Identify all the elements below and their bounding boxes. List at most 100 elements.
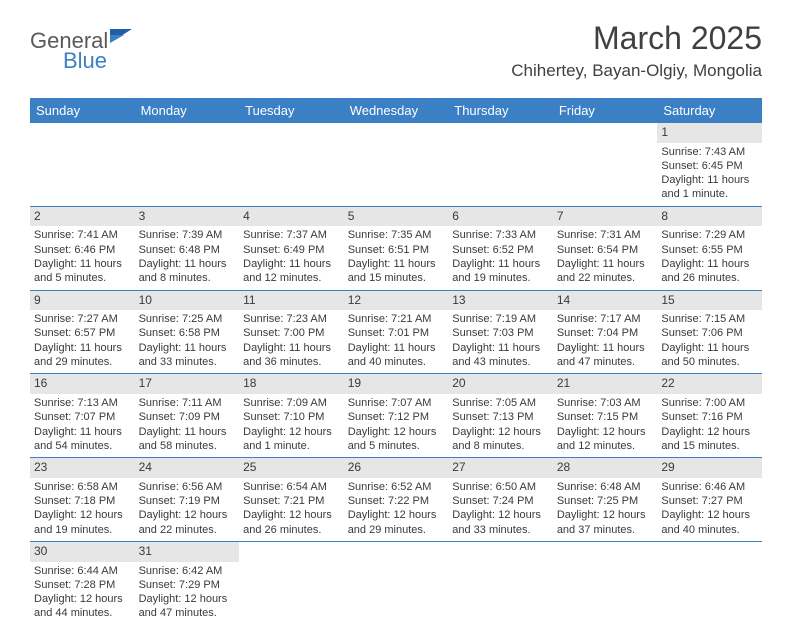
calendar-body: 1Sunrise: 7:43 AMSunset: 6:45 PMDaylight… bbox=[30, 123, 762, 625]
logo-sub: Blue bbox=[63, 48, 107, 74]
day-info-line: Daylight: 12 hours bbox=[34, 508, 131, 522]
day-info-line: Sunrise: 7:33 AM bbox=[452, 228, 549, 242]
calendar-day-cell: 24Sunrise: 6:56 AMSunset: 7:19 PMDayligh… bbox=[135, 458, 240, 542]
day-info-line: Sunset: 6:46 PM bbox=[34, 243, 131, 257]
day-info-line: Sunset: 7:13 PM bbox=[452, 410, 549, 424]
day-info-line: Daylight: 12 hours bbox=[348, 508, 445, 522]
day-info-line: Sunset: 6:49 PM bbox=[243, 243, 340, 257]
calendar-day-cell: 16Sunrise: 7:13 AMSunset: 7:07 PMDayligh… bbox=[30, 374, 135, 458]
day-info-line: Daylight: 11 hours bbox=[557, 341, 654, 355]
calendar-day-cell: 30Sunrise: 6:44 AMSunset: 7:28 PMDayligh… bbox=[30, 541, 135, 624]
day-info-line: and 15 minutes. bbox=[348, 271, 445, 285]
day-info-line: Daylight: 11 hours bbox=[452, 341, 549, 355]
day-number: 22 bbox=[657, 374, 762, 394]
calendar-week-row: 16Sunrise: 7:13 AMSunset: 7:07 PMDayligh… bbox=[30, 374, 762, 458]
day-info-line: Sunrise: 6:50 AM bbox=[452, 480, 549, 494]
day-number: 6 bbox=[448, 207, 553, 227]
day-number: 30 bbox=[30, 542, 135, 562]
calendar-day-cell bbox=[448, 123, 553, 206]
logo-flag-icon bbox=[110, 25, 136, 47]
calendar-day-cell: 10Sunrise: 7:25 AMSunset: 6:58 PMDayligh… bbox=[135, 290, 240, 374]
calendar-day-cell: 17Sunrise: 7:11 AMSunset: 7:09 PMDayligh… bbox=[135, 374, 240, 458]
calendar-day-cell: 21Sunrise: 7:03 AMSunset: 7:15 PMDayligh… bbox=[553, 374, 658, 458]
calendar-table: SundayMondayTuesdayWednesdayThursdayFrid… bbox=[30, 98, 762, 625]
day-info-line: Daylight: 11 hours bbox=[557, 257, 654, 271]
day-info-line: and 40 minutes. bbox=[661, 523, 758, 537]
calendar-day-cell: 14Sunrise: 7:17 AMSunset: 7:04 PMDayligh… bbox=[553, 290, 658, 374]
day-info-line: Sunrise: 7:41 AM bbox=[34, 228, 131, 242]
day-info-line: and 44 minutes. bbox=[34, 606, 131, 620]
day-info-line: and 43 minutes. bbox=[452, 355, 549, 369]
day-info-line: and 19 minutes. bbox=[34, 523, 131, 537]
day-info-line: Daylight: 11 hours bbox=[452, 257, 549, 271]
calendar-day-cell: 2Sunrise: 7:41 AMSunset: 6:46 PMDaylight… bbox=[30, 206, 135, 290]
day-number: 1 bbox=[657, 123, 762, 143]
calendar-week-row: 9Sunrise: 7:27 AMSunset: 6:57 PMDaylight… bbox=[30, 290, 762, 374]
day-info-line: Sunrise: 7:39 AM bbox=[139, 228, 236, 242]
day-number: 14 bbox=[553, 291, 658, 311]
day-info-line: Sunrise: 7:00 AM bbox=[661, 396, 758, 410]
calendar-day-cell bbox=[239, 123, 344, 206]
day-info-line: and 1 minute. bbox=[661, 187, 758, 201]
calendar-day-cell: 8Sunrise: 7:29 AMSunset: 6:55 PMDaylight… bbox=[657, 206, 762, 290]
day-number: 3 bbox=[135, 207, 240, 227]
day-info-line: Daylight: 11 hours bbox=[348, 257, 445, 271]
day-info-line: Sunrise: 7:17 AM bbox=[557, 312, 654, 326]
calendar-day-cell: 11Sunrise: 7:23 AMSunset: 7:00 PMDayligh… bbox=[239, 290, 344, 374]
day-info-line: Sunset: 6:57 PM bbox=[34, 326, 131, 340]
day-info-line: and 1 minute. bbox=[243, 439, 340, 453]
day-number: 13 bbox=[448, 291, 553, 311]
day-info-line: Daylight: 12 hours bbox=[243, 425, 340, 439]
calendar-day-cell: 22Sunrise: 7:00 AMSunset: 7:16 PMDayligh… bbox=[657, 374, 762, 458]
day-number: 11 bbox=[239, 291, 344, 311]
day-info-line: Sunset: 6:51 PM bbox=[348, 243, 445, 257]
logo-text-blue: Blue bbox=[63, 48, 107, 74]
calendar-day-cell bbox=[657, 541, 762, 624]
day-number: 16 bbox=[30, 374, 135, 394]
day-info-line: Sunset: 6:48 PM bbox=[139, 243, 236, 257]
day-info-line: and 26 minutes. bbox=[661, 271, 758, 285]
day-info-line: and 33 minutes. bbox=[452, 523, 549, 537]
day-info-line: Daylight: 11 hours bbox=[34, 425, 131, 439]
day-info-line: and 15 minutes. bbox=[661, 439, 758, 453]
day-number: 23 bbox=[30, 458, 135, 478]
day-info-line: Daylight: 11 hours bbox=[661, 173, 758, 187]
day-info-line: Daylight: 12 hours bbox=[348, 425, 445, 439]
month-title: March 2025 bbox=[511, 20, 762, 57]
calendar-day-cell: 31Sunrise: 6:42 AMSunset: 7:29 PMDayligh… bbox=[135, 541, 240, 624]
calendar-day-cell: 15Sunrise: 7:15 AMSunset: 7:06 PMDayligh… bbox=[657, 290, 762, 374]
calendar-week-row: 2Sunrise: 7:41 AMSunset: 6:46 PM Daylight… bbox=[30, 206, 762, 290]
day-number: 31 bbox=[135, 542, 240, 562]
day-info-line: and 54 minutes. bbox=[34, 439, 131, 453]
day-info-line: Sunset: 7:15 PM bbox=[557, 410, 654, 424]
location-text: Chihertey, Bayan-Olgiy, Mongolia bbox=[511, 61, 762, 81]
day-info-line: Sunset: 7:25 PM bbox=[557, 494, 654, 508]
calendar-day-cell bbox=[135, 123, 240, 206]
day-info-line: Sunset: 7:19 PM bbox=[139, 494, 236, 508]
day-info-line: and 36 minutes. bbox=[243, 355, 340, 369]
calendar-day-cell bbox=[448, 541, 553, 624]
day-info-line: Sunset: 7:10 PM bbox=[243, 410, 340, 424]
day-number: 4 bbox=[239, 207, 344, 227]
day-info-line: Daylight: 12 hours bbox=[139, 592, 236, 606]
calendar-day-cell bbox=[344, 123, 449, 206]
day-info-line: Sunrise: 6:58 AM bbox=[34, 480, 131, 494]
day-info-line: and 12 minutes. bbox=[557, 439, 654, 453]
day-info-line: Sunrise: 7:25 AM bbox=[139, 312, 236, 326]
header: March 2025 Chihertey, Bayan-Olgiy, Mongo… bbox=[511, 20, 762, 81]
calendar-day-cell: 20Sunrise: 7:05 AMSunset: 7:13 PMDayligh… bbox=[448, 374, 553, 458]
day-number: 17 bbox=[135, 374, 240, 394]
day-number: 20 bbox=[448, 374, 553, 394]
day-number: 10 bbox=[135, 291, 240, 311]
day-number: 28 bbox=[553, 458, 658, 478]
day-info-line: Daylight: 12 hours bbox=[557, 425, 654, 439]
calendar-day-cell: 4Sunrise: 7:37 AMSunset: 6:49 PMDaylight… bbox=[239, 206, 344, 290]
day-info-line: and 8 minutes. bbox=[139, 271, 236, 285]
day-number: 21 bbox=[553, 374, 658, 394]
day-info-line: Sunset: 7:12 PM bbox=[348, 410, 445, 424]
day-info-line: and 47 minutes. bbox=[557, 355, 654, 369]
day-info-line: Sunset: 7:06 PM bbox=[661, 326, 758, 340]
day-info-line: Daylight: 11 hours bbox=[243, 341, 340, 355]
day-number: 2 bbox=[30, 207, 135, 227]
day-info-line: Sunset: 7:22 PM bbox=[348, 494, 445, 508]
